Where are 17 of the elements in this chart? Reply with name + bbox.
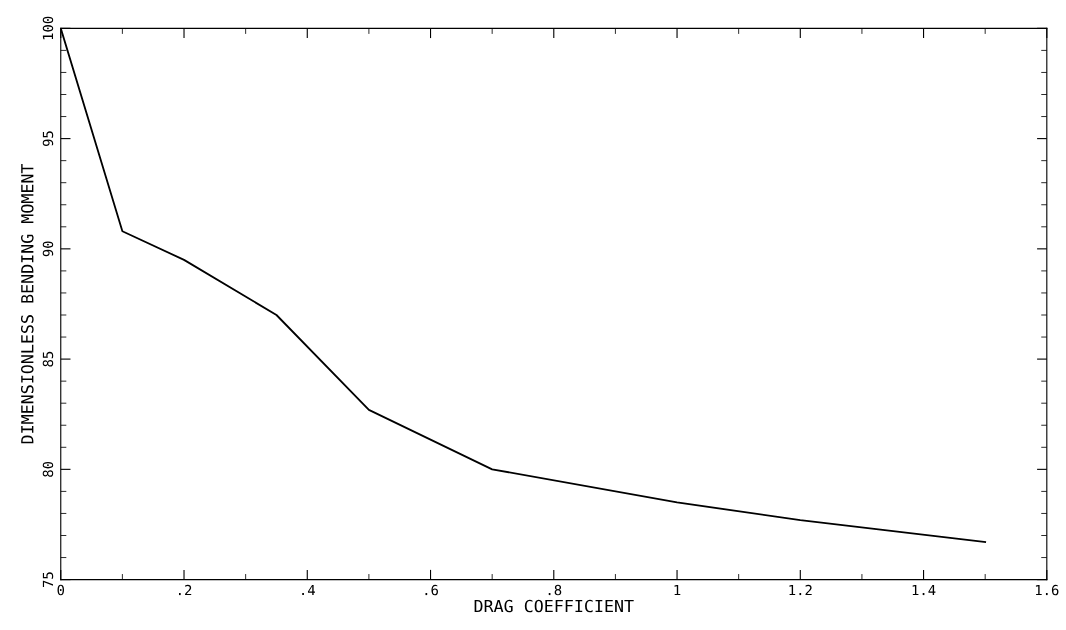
x-tick-label: .8 [548, 584, 562, 596]
x-axis-title: DRAG COEFFICIENT [474, 599, 634, 613]
y-axis-title: DIMENSIONLESS BENDING MOMENT [20, 163, 34, 444]
x-tick-label: .2 [178, 584, 192, 596]
x-tick-label: 1.6 [1035, 584, 1059, 596]
y-tick-label: 90 [42, 241, 54, 257]
x-tick-label: 0 [57, 584, 65, 596]
x-tick-label: 1.4 [912, 584, 936, 596]
y-tick-label: 95 [42, 131, 54, 147]
y-tick-label: 75 [42, 572, 54, 588]
x-tick-label: 1.2 [789, 584, 812, 596]
y-tick-label: 80 [42, 461, 54, 477]
y-tick-label: 85 [42, 351, 54, 367]
x-tick-label: 1 [674, 584, 681, 596]
x-tick-label: .6 [425, 584, 438, 596]
x-tick-label: .4 [302, 584, 315, 596]
y-tick-label: 100 [42, 16, 54, 40]
